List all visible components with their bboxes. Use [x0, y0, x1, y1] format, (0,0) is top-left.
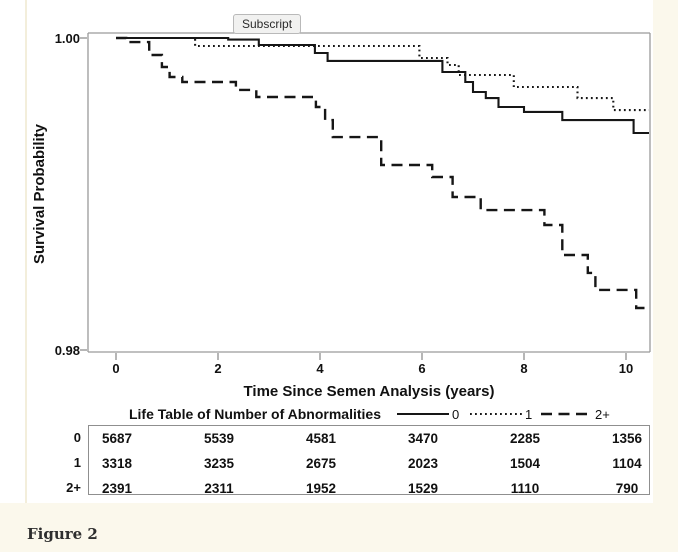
table-row-label-2plus: 2+ — [66, 480, 81, 495]
at-risk-table: 5687 5539 4581 3470 2285 1356 3318 3235 … — [88, 425, 651, 496]
table-cell: 2285 — [509, 431, 541, 446]
page-column-gap — [25, 0, 27, 503]
table-cell: 790 — [615, 481, 639, 496]
table-cell: 1104 — [612, 456, 642, 471]
x-tick-label-10: 10 — [618, 361, 634, 376]
legend-label-0: 0 — [452, 407, 460, 422]
x-tick-label-8: 8 — [520, 361, 528, 376]
table-cell: 1952 — [305, 481, 337, 496]
table-cell: 2311 — [204, 481, 234, 496]
x-tick-label-0: 0 — [112, 361, 120, 376]
survival-curve-0 — [116, 36, 649, 135]
table-cell: 3470 — [407, 431, 439, 446]
table-row: 2391 2311 1952 1529 1110 790 — [89, 479, 651, 499]
legend-label-2plus: 2+ — [595, 407, 610, 422]
axis-ticks — [80, 37, 627, 360]
page-background-bottom — [0, 503, 678, 552]
table-cell: 1529 — [407, 481, 439, 496]
table-row: 3318 3235 2675 2023 1504 1104 — [89, 454, 651, 474]
table-cell: 1504 — [509, 456, 541, 471]
figure-caption: Figure 2 — [27, 525, 98, 543]
legend-label-1: 1 — [525, 407, 533, 422]
x-axis-title: Time Since Semen Analysis (years) — [243, 383, 495, 400]
survival-curves — [116, 36, 649, 310]
table-cell: 1110 — [510, 481, 540, 496]
survival-curve-1 — [116, 36, 649, 112]
table-cell: 2675 — [305, 456, 337, 471]
browser-tooltip: Subscript — [233, 14, 302, 34]
legend-title: Life Table of Number of Abnormalities — [128, 406, 381, 422]
table-row-label-1: 1 — [73, 455, 81, 470]
x-tick-label-4: 4 — [316, 361, 324, 376]
plot-frame — [87, 32, 651, 353]
table-cell: 3318 — [101, 456, 133, 471]
table-cell: 1356 — [611, 431, 643, 446]
figure-image[interactable] — [27, 0, 653, 503]
table-row-label-0: 0 — [73, 430, 81, 445]
table-cell: 3235 — [203, 456, 235, 471]
y-tick-label-1.00: 1.00 — [54, 31, 80, 46]
page-background-right — [653, 0, 678, 503]
table-cell: 5539 — [203, 431, 235, 446]
table-cell: 5687 — [101, 431, 133, 446]
table-cell: 2023 — [407, 456, 439, 471]
x-tick-label-6: 6 — [418, 361, 426, 376]
y-tick-label-0.98: 0.98 — [54, 343, 80, 358]
table-cell: 2391 — [101, 481, 133, 496]
x-tick-label-2: 2 — [214, 361, 222, 376]
table-row: 5687 5539 4581 3470 2285 1356 — [89, 429, 651, 449]
table-cell: 4581 — [305, 431, 337, 446]
survival-curve-2+ — [116, 36, 649, 310]
